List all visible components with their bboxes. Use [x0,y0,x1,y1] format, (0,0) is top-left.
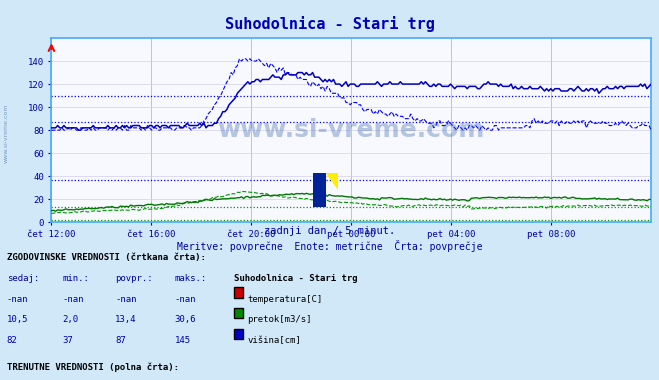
Text: sedaj:: sedaj: [7,274,39,283]
Text: povpr.:: povpr.: [115,274,153,283]
Text: višina[cm]: višina[cm] [247,336,301,345]
Text: 2,0: 2,0 [63,315,78,325]
Text: maks.:: maks.: [175,274,207,283]
Text: 82: 82 [7,336,17,345]
Text: 37: 37 [63,336,73,345]
Text: -nan: -nan [115,294,137,304]
Text: Meritve: povprečne  Enote: metrične  Črta: povprečje: Meritve: povprečne Enote: metrične Črta:… [177,240,482,252]
Text: Suhodolnica - Stari trg: Suhodolnica - Stari trg [225,16,434,32]
Text: 30,6: 30,6 [175,315,196,325]
Text: ZGODOVINSKE VREDNOSTI (črtkana črta):: ZGODOVINSKE VREDNOSTI (črtkana črta): [7,253,206,262]
Text: min.:: min.: [63,274,90,283]
Text: pretok[m3/s]: pretok[m3/s] [247,315,312,325]
Text: zadnji dan / 5 minut.: zadnji dan / 5 minut. [264,226,395,236]
Polygon shape [326,173,338,190]
Text: www.si-vreme.com: www.si-vreme.com [217,118,485,142]
Text: 13,4: 13,4 [115,315,137,325]
Polygon shape [313,173,326,207]
Text: -nan: -nan [175,294,196,304]
Text: TRENUTNE VREDNOSTI (polna črta):: TRENUTNE VREDNOSTI (polna črta): [7,362,179,372]
Text: -nan: -nan [63,294,84,304]
Text: 145: 145 [175,336,190,345]
Text: Suhodolnica - Stari trg: Suhodolnica - Stari trg [234,274,358,283]
Text: www.si-vreme.com: www.si-vreme.com [4,103,9,163]
Text: 87: 87 [115,336,126,345]
Text: temperatura[C]: temperatura[C] [247,294,322,304]
Text: 10,5: 10,5 [7,315,28,325]
Text: -nan: -nan [7,294,28,304]
